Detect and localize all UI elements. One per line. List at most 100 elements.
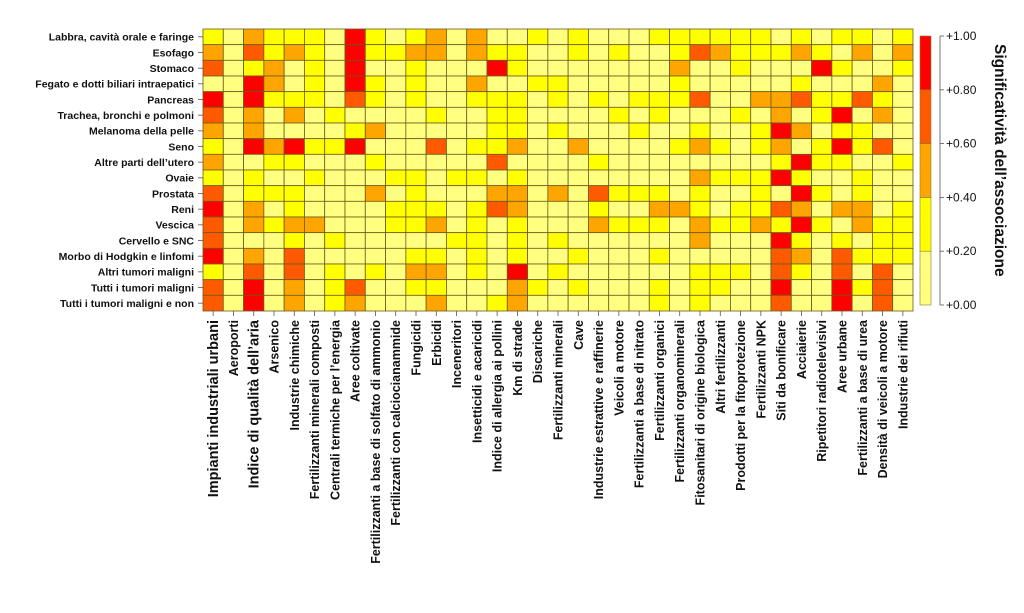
heatmap-cell	[669, 279, 691, 296]
legend-title: Significatività dell’associazione	[991, 44, 1008, 277]
heatmap-cell	[263, 59, 285, 77]
heatmap-cell	[669, 216, 691, 234]
heatmap-cell	[547, 122, 569, 140]
heatmap-cell	[304, 279, 326, 296]
heatmap-cell	[648, 75, 670, 93]
heatmap-cell	[466, 200, 488, 218]
row-label: Melanoma della pelle	[89, 126, 194, 138]
heatmap-cell	[892, 122, 914, 140]
heatmap-cell	[486, 106, 508, 124]
heatmap-cell	[648, 44, 670, 61]
heatmap-cell	[811, 169, 833, 187]
heatmap-cell	[243, 75, 265, 93]
heatmap-cell	[689, 216, 711, 234]
row-label: Tutti i tumori maligni	[91, 282, 194, 294]
heatmap-cell	[364, 200, 386, 218]
heatmap-cell	[648, 279, 670, 296]
heatmap-cell	[709, 59, 731, 77]
row-label: Prostata	[152, 188, 194, 200]
heatmap-cell	[405, 169, 427, 187]
heatmap-cell	[425, 263, 447, 281]
heatmap-cell	[750, 28, 772, 46]
heatmap-cell	[831, 59, 853, 77]
heatmap-cell	[730, 138, 752, 155]
heatmap-cell	[811, 200, 833, 218]
column-label: Impianti industriali urbani	[206, 320, 222, 497]
heatmap-cell	[770, 59, 792, 77]
heatmap-cell	[628, 216, 650, 234]
heatmap-cell	[851, 59, 873, 77]
heatmap-cell	[811, 28, 833, 46]
heatmap-cell	[669, 44, 691, 61]
heatmap-cell	[770, 75, 792, 93]
heatmap-cell	[425, 185, 447, 202]
heatmap-cell	[486, 279, 508, 296]
heatmap-cell	[222, 138, 244, 155]
heatmap-cell	[466, 75, 488, 93]
heatmap-cell	[567, 138, 589, 155]
heatmap-cell	[547, 294, 569, 312]
heatmap-cell	[506, 279, 528, 296]
heatmap-cell	[770, 185, 792, 202]
heatmap-cell	[851, 138, 873, 155]
heatmap-cell	[608, 106, 630, 124]
heatmap-cell	[425, 153, 447, 171]
heatmap-cell	[811, 153, 833, 171]
heatmap-cell	[486, 169, 508, 187]
heatmap-cell	[608, 200, 630, 218]
heatmap-cell	[304, 75, 326, 93]
heatmap-cell	[506, 122, 528, 140]
heatmap-cell	[567, 44, 589, 61]
heatmap-cell	[669, 75, 691, 93]
heatmap-cell	[811, 263, 833, 281]
heatmap-cell	[790, 106, 812, 124]
heatmap-cell	[790, 200, 812, 218]
heatmap-cell	[588, 44, 610, 61]
heatmap-cell	[770, 294, 792, 312]
row-label: Esofago	[153, 47, 194, 59]
heatmap-cell	[344, 153, 366, 171]
heatmap-cell	[222, 216, 244, 234]
heatmap-cell	[405, 200, 427, 218]
heatmap-cell	[608, 232, 630, 249]
heatmap-cell	[283, 153, 305, 171]
heatmap-cell	[709, 294, 731, 312]
row-label: Vescica	[155, 220, 194, 232]
row-label: Reni	[171, 204, 194, 216]
heatmap-cell	[405, 294, 427, 312]
heatmap-cell	[446, 91, 468, 108]
heatmap-cell	[385, 169, 407, 187]
heatmap-cell	[628, 232, 650, 249]
heatmap-cell	[527, 169, 549, 187]
heatmap-cell	[790, 153, 812, 171]
heatmap-cell	[446, 294, 468, 312]
heatmap-cell	[770, 91, 792, 108]
heatmap-cell	[446, 28, 468, 46]
heatmap-cell	[425, 91, 447, 108]
heatmap-cell	[628, 138, 650, 155]
heatmap-cell	[750, 279, 772, 296]
heatmap-cell	[466, 28, 488, 46]
heatmap-cell	[648, 185, 670, 202]
heatmap-cell	[222, 28, 244, 46]
heatmap-cell	[283, 169, 305, 187]
heatmap-cell	[750, 232, 772, 249]
heatmap-cell	[243, 200, 265, 218]
heatmap-cell	[628, 185, 650, 202]
heatmap-cell	[263, 138, 285, 155]
heatmap-cell	[486, 247, 508, 265]
heatmap-cell	[304, 59, 326, 77]
heatmap-cell	[243, 294, 265, 312]
heatmap-cell	[689, 59, 711, 77]
heatmap-cell	[669, 122, 691, 140]
heatmap-cell	[588, 294, 610, 312]
heatmap-cell	[811, 294, 833, 312]
heatmap-cell	[243, 106, 265, 124]
heatmap-cell	[344, 44, 366, 61]
heatmap-cell	[588, 216, 610, 234]
heatmap-cell	[669, 138, 691, 155]
heatmap-cell	[831, 44, 853, 61]
heatmap-cell	[446, 75, 468, 93]
heatmap-cell	[466, 169, 488, 187]
heatmap-cell	[324, 59, 346, 77]
